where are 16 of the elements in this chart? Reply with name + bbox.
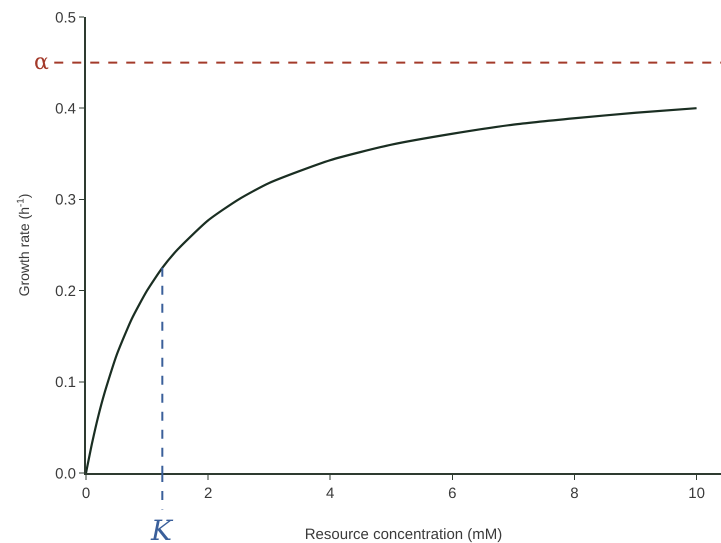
x-tick-label: 8 [570,485,579,502]
x-tick-label: 10 [688,485,705,502]
y-tick-label: 0.2 [55,282,76,300]
ref-line-label: α [34,50,49,75]
x-tick-label: 6 [448,485,457,502]
line-series [86,107,698,473]
x-axis-title: Resource concentration (mM) [304,526,502,543]
y-tick-label: 0.1 [55,374,76,392]
x-tick-label: 2 [204,485,212,502]
y-tick-label: 0.0 [55,465,76,482]
x-tick-label: 4 [326,485,334,502]
y-tick-label: 0.3 [55,192,76,209]
ref-line-label: K [150,514,174,543]
x-tick-label: 0 [82,485,90,502]
y-tick-label: 0.5 [55,9,76,26]
y-tick-label: 0.4 [55,100,76,118]
